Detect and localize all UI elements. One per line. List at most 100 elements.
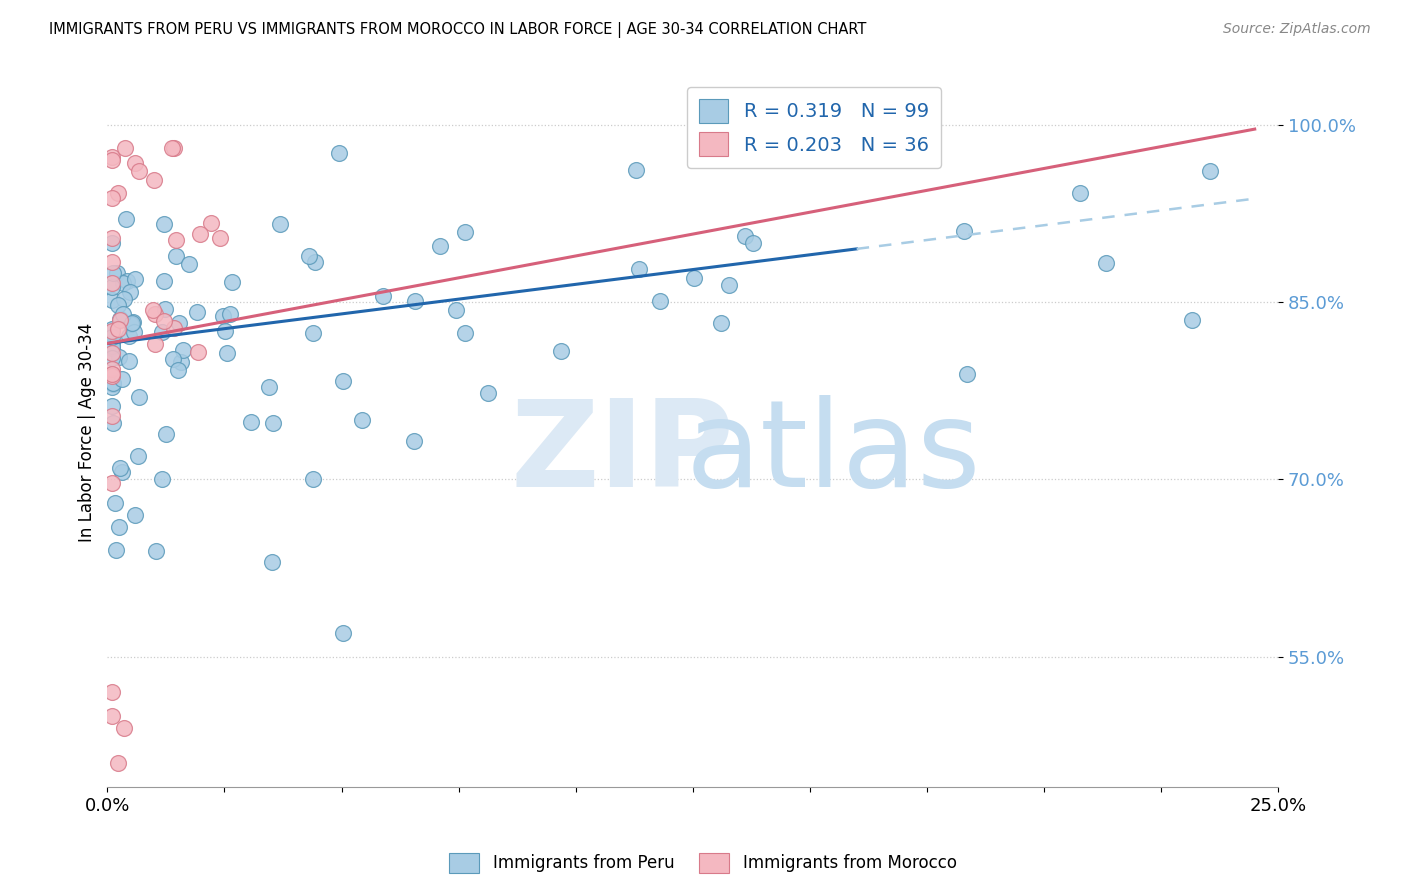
Point bbox=[105, 266, 128, 280]
Point bbox=[101, 379, 124, 393]
Point bbox=[128, 390, 150, 404]
Point bbox=[101, 345, 124, 359]
Point bbox=[108, 351, 131, 365]
Point bbox=[214, 324, 236, 338]
Point bbox=[143, 336, 166, 351]
Point bbox=[101, 367, 124, 381]
Point bbox=[127, 449, 149, 463]
Point bbox=[107, 298, 129, 312]
Point bbox=[170, 355, 193, 369]
Text: ZIP: ZIP bbox=[510, 395, 734, 512]
Point bbox=[101, 335, 124, 350]
Point bbox=[627, 261, 650, 276]
Point bbox=[859, 129, 882, 144]
Point bbox=[118, 353, 141, 368]
Point bbox=[262, 416, 284, 430]
Point bbox=[142, 302, 165, 317]
Point bbox=[124, 272, 146, 286]
Point bbox=[165, 233, 187, 247]
Point bbox=[200, 216, 222, 230]
Point bbox=[108, 312, 131, 326]
Point bbox=[104, 496, 127, 510]
Point bbox=[122, 325, 145, 339]
Point bbox=[444, 302, 467, 317]
Point bbox=[477, 385, 499, 400]
Point bbox=[121, 316, 143, 330]
Point bbox=[332, 626, 354, 640]
Point bbox=[188, 227, 211, 242]
Point bbox=[742, 235, 765, 250]
Point bbox=[111, 465, 134, 479]
Text: IMMIGRANTS FROM PERU VS IMMIGRANTS FROM MOROCCO IN LABOR FORCE | AGE 30-34 CORRE: IMMIGRANTS FROM PERU VS IMMIGRANTS FROM … bbox=[49, 22, 866, 38]
Point bbox=[682, 270, 704, 285]
Point bbox=[165, 249, 187, 263]
Point bbox=[150, 325, 173, 339]
Point bbox=[219, 307, 242, 321]
Point bbox=[101, 368, 124, 383]
Point bbox=[186, 305, 208, 319]
Point bbox=[101, 231, 124, 245]
Point bbox=[187, 345, 209, 359]
Point bbox=[212, 309, 235, 323]
Point bbox=[167, 317, 190, 331]
Point bbox=[101, 709, 124, 723]
Point bbox=[101, 324, 124, 338]
Point bbox=[101, 367, 124, 381]
Point bbox=[257, 380, 280, 394]
Point bbox=[117, 274, 139, 288]
Point bbox=[160, 141, 183, 155]
Point bbox=[328, 145, 350, 160]
Legend: Immigrants from Peru, Immigrants from Morocco: Immigrants from Peru, Immigrants from Mo… bbox=[443, 847, 963, 880]
Point bbox=[101, 361, 124, 376]
Point bbox=[120, 318, 142, 332]
Point bbox=[1095, 256, 1118, 270]
Point bbox=[101, 475, 124, 490]
Point bbox=[101, 685, 124, 699]
Point bbox=[101, 416, 124, 430]
Point bbox=[956, 367, 979, 381]
Point bbox=[101, 400, 124, 414]
Point bbox=[304, 254, 326, 268]
Legend: R = 0.319   N = 99, R = 0.203   N = 36: R = 0.319 N = 99, R = 0.203 N = 36 bbox=[688, 87, 941, 168]
Point bbox=[952, 224, 974, 238]
Point bbox=[124, 508, 146, 522]
Point bbox=[453, 326, 475, 340]
Point bbox=[101, 293, 124, 307]
Point bbox=[145, 543, 167, 558]
Point bbox=[111, 276, 134, 290]
Point bbox=[153, 314, 176, 328]
Point bbox=[260, 555, 283, 569]
Point bbox=[124, 156, 146, 170]
Point bbox=[454, 225, 477, 239]
Point bbox=[1069, 186, 1091, 200]
Point bbox=[167, 363, 190, 377]
Point bbox=[302, 326, 325, 340]
Point bbox=[150, 472, 173, 486]
Point bbox=[101, 153, 124, 168]
Point bbox=[118, 329, 141, 343]
Point bbox=[101, 351, 124, 365]
Point bbox=[350, 413, 373, 427]
Y-axis label: In Labor Force | Age 30-34: In Labor Force | Age 30-34 bbox=[79, 323, 96, 541]
Point bbox=[111, 372, 134, 386]
Point bbox=[101, 266, 124, 280]
Point bbox=[155, 426, 177, 441]
Point bbox=[101, 322, 124, 336]
Point bbox=[101, 255, 124, 269]
Point bbox=[101, 235, 124, 250]
Point bbox=[710, 316, 733, 330]
Point bbox=[112, 721, 135, 735]
Point bbox=[111, 307, 134, 321]
Point bbox=[107, 756, 129, 771]
Point bbox=[1198, 164, 1220, 178]
Point bbox=[155, 301, 177, 316]
Point bbox=[101, 409, 124, 424]
Point bbox=[143, 307, 166, 321]
Point bbox=[108, 313, 131, 327]
Point bbox=[107, 186, 129, 200]
Text: atlas: atlas bbox=[686, 395, 981, 512]
Point bbox=[112, 292, 135, 306]
Point bbox=[297, 249, 319, 263]
Point bbox=[104, 543, 127, 558]
Point bbox=[101, 150, 124, 164]
